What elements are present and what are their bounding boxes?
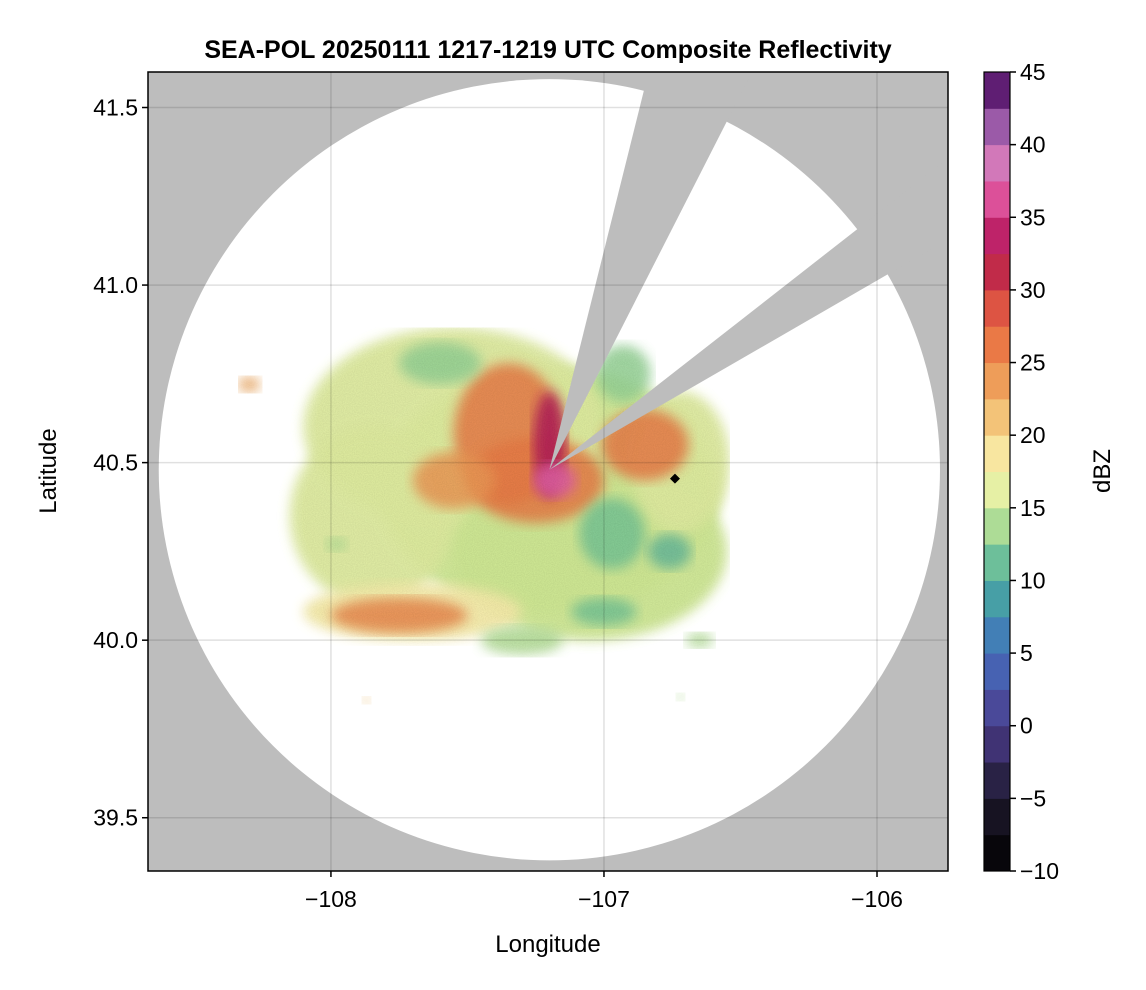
colorbar-tick-label: 30 <box>1020 277 1046 303</box>
precip-region <box>238 377 260 392</box>
colorbar-label: dBZ <box>1089 449 1116 493</box>
colorbar: −10 −5 0 5 10 15 20 25 30 35 40 45 <box>983 59 1059 884</box>
precip-region <box>676 693 685 701</box>
colorbar-segment <box>984 217 1010 255</box>
plot-area: −108 −107 −106 39.5 40.0 40.5 41.0 41.5 <box>93 71 949 912</box>
colorbar-segment <box>984 834 1010 872</box>
colorbar-tick-label: 40 <box>1020 132 1046 158</box>
colorbar-segment <box>984 544 1010 581</box>
colorbar-segment <box>984 72 1010 109</box>
precip-region <box>532 462 577 499</box>
colorbar-segment <box>984 580 1010 618</box>
colorbar-tick-label: 15 <box>1020 495 1046 521</box>
colorbar-segment <box>984 180 1010 218</box>
precip-region <box>399 341 482 385</box>
site-marker <box>669 473 680 484</box>
precip-region <box>571 597 637 626</box>
colorbar-segment <box>984 362 1010 400</box>
colorbar-segment <box>984 253 1010 291</box>
precip-region <box>325 537 348 552</box>
y-tick-label: 41.5 <box>93 95 138 121</box>
colorbar-tick-label: 5 <box>1020 640 1033 666</box>
x-axis-label: Longitude <box>495 931 600 958</box>
plot-frame <box>147 71 949 872</box>
colorbar-tick-label: 0 <box>1020 713 1033 739</box>
colorbar-segment <box>984 144 1010 182</box>
colorbar-tick-label: 10 <box>1020 567 1046 593</box>
colorbar-segment <box>984 471 1010 509</box>
grid-lines <box>148 72 948 871</box>
y-tick-label: 41.0 <box>93 272 138 298</box>
colorbar-segment <box>984 289 1010 327</box>
y-tick-label: 40.5 <box>93 450 138 476</box>
colorbar-segment <box>984 108 1010 146</box>
precip-region <box>362 696 371 705</box>
x-axis-ticks: −108 −107 −106 <box>305 871 903 912</box>
precip-region <box>289 427 454 605</box>
y-axis-ticks: 39.5 40.0 40.5 41.0 41.5 <box>93 95 148 831</box>
colorbar-segment <box>984 507 1010 545</box>
blocked-sector-north <box>549 72 753 470</box>
precip-region <box>685 633 714 648</box>
colorbar-segment <box>984 616 1010 654</box>
colorbar-segment <box>984 653 1010 690</box>
colorbar-frame <box>983 71 1011 872</box>
x-tick-label: −108 <box>305 886 357 912</box>
colorbar-tick-label: −5 <box>1020 785 1046 811</box>
colorbar-segment <box>984 725 1010 763</box>
chart-title: SEA-POL 20250111 1217-1219 UTC Composite… <box>204 36 891 64</box>
y-axis-label: Latitude <box>35 428 62 513</box>
colorbar-tick-label: −10 <box>1020 858 1059 884</box>
x-tick-label: −106 <box>851 886 903 912</box>
precip-region <box>595 345 651 403</box>
colorbar-segment <box>984 689 1010 727</box>
precip-region <box>647 533 692 570</box>
colorbar-segment <box>984 762 1010 799</box>
colorbar-tick-label: 35 <box>1020 204 1046 230</box>
precip-region <box>412 451 495 509</box>
colorbar-segment <box>984 326 1010 364</box>
colorbar-tick-label: 25 <box>1020 350 1046 376</box>
colorbar-tick-label: 45 <box>1020 59 1046 85</box>
precip-region <box>579 498 645 570</box>
colorbar-segment <box>984 435 1010 472</box>
colorbar-segment <box>984 398 1010 436</box>
precip-region <box>481 625 564 655</box>
colorbar-segment <box>984 798 1010 836</box>
y-tick-label: 40.0 <box>93 627 138 653</box>
x-tick-label: −107 <box>578 886 630 912</box>
colorbar-tick-label: 20 <box>1020 422 1046 448</box>
reflectivity-field <box>238 327 730 705</box>
y-tick-label: 39.5 <box>93 805 138 831</box>
precip-region <box>330 597 468 634</box>
